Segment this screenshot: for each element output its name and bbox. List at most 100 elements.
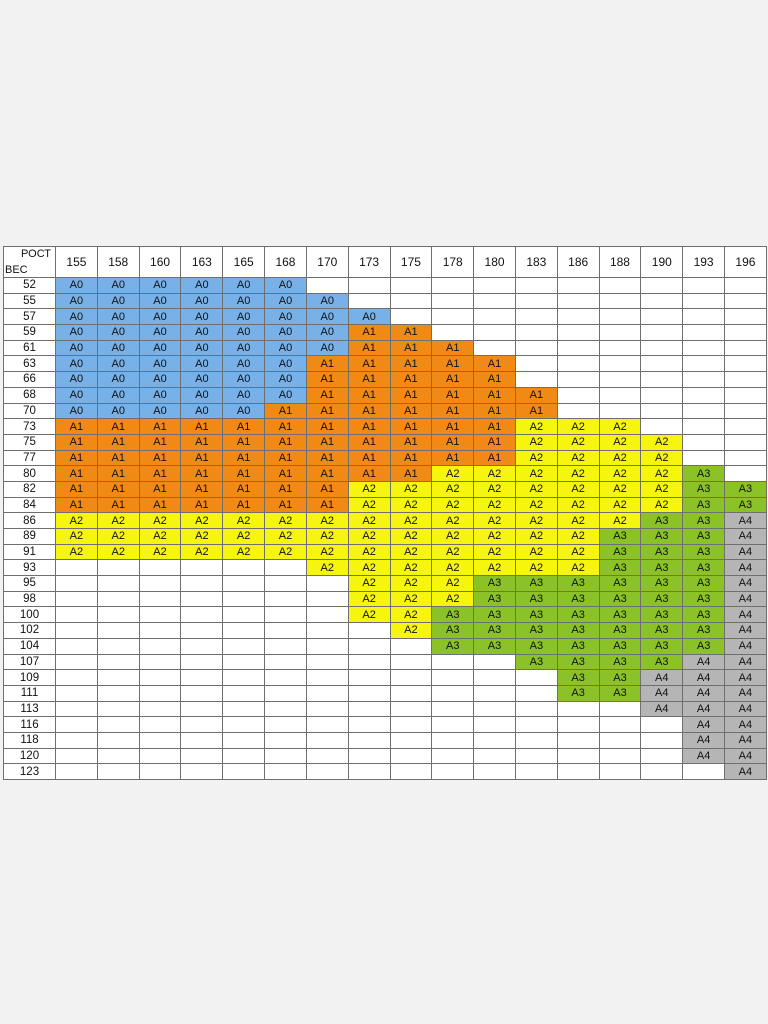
- size-cell: [598, 355, 642, 373]
- size-cell: [264, 606, 307, 624]
- table-row: 75 A1 A1 A1 A1 A1 A1 A1 A1 A1 A1 A1 A2 A2 A2 A2: [3, 433, 767, 451]
- size-cell: A1: [55, 496, 98, 514]
- size-cell: A1: [389, 339, 433, 357]
- table-row: 84 A1 A1 A1 A1 A1 A1 A1 A2 A2 A2 A2 A2 A2 A2 A2 A3 A3: [3, 496, 767, 514]
- size-cell: [138, 622, 182, 639]
- size-cell: A1: [55, 418, 98, 435]
- size-cell: A2: [514, 496, 558, 514]
- size-cell: A3: [598, 559, 642, 577]
- size-cell: [389, 669, 433, 686]
- size-cell: A1: [138, 449, 182, 467]
- size-cell: A3: [724, 480, 767, 498]
- size-cell: [180, 669, 224, 686]
- size-cell: [598, 747, 642, 765]
- table-body: 52 A0 A0 A0 A0 A0 A0 55 A0 A0 A0 A0 A0 A0 A0 57 A0 A0 A0 A0…: [3, 277, 767, 780]
- size-cell: A1: [473, 402, 516, 420]
- size-cell: [556, 747, 600, 765]
- size-cell: A1: [431, 386, 475, 404]
- size-cell: [347, 747, 391, 765]
- size-cell: A4: [724, 637, 767, 655]
- size-cell: A2: [473, 480, 516, 498]
- size-cell: A0: [222, 386, 266, 404]
- weight-cell: 75: [3, 433, 56, 451]
- height-header-cell: 180: [473, 246, 516, 278]
- size-cell: [640, 355, 684, 373]
- size-cell: [598, 716, 642, 733]
- size-cell: [305, 622, 349, 639]
- size-cell: [264, 716, 307, 733]
- size-cell: A1: [222, 496, 266, 514]
- size-cell: A2: [389, 543, 433, 561]
- size-cell: [556, 308, 600, 326]
- size-cell: A4: [640, 669, 684, 686]
- corner-cell: РОСТ ВЕС: [3, 246, 56, 278]
- size-cell: A2: [222, 512, 266, 529]
- size-cell: [514, 292, 558, 310]
- size-cell: A3: [514, 622, 558, 639]
- size-cell: [55, 747, 98, 765]
- size-cell: [431, 669, 475, 686]
- size-cell: A1: [389, 402, 433, 420]
- size-cell: [724, 277, 767, 294]
- size-cell: A1: [431, 402, 475, 420]
- size-cell: [514, 747, 558, 765]
- size-cell: [682, 402, 725, 420]
- size-cell: A3: [682, 543, 725, 561]
- size-cell: [473, 339, 516, 357]
- table-row: 91 A2 A2 A2 A2 A2 A2 A2 A2 A2 A2 A2 A2 A2 A3 A3 A3 A4: [3, 543, 767, 561]
- size-cell: A2: [431, 559, 475, 577]
- size-cell: [138, 637, 182, 655]
- size-cell: A0: [55, 371, 98, 388]
- size-cell: A0: [55, 386, 98, 404]
- size-cell: A2: [514, 543, 558, 561]
- size-cell: A4: [640, 700, 684, 718]
- size-cell: A2: [556, 528, 600, 545]
- size-cell: A1: [96, 449, 140, 467]
- size-cell: A1: [389, 371, 433, 388]
- size-cell: A2: [389, 590, 433, 608]
- size-cell: A1: [55, 433, 98, 451]
- size-cell: A1: [347, 339, 391, 357]
- size-cell: A1: [514, 386, 558, 404]
- size-cell: [96, 575, 140, 592]
- size-cell: A3: [640, 622, 684, 639]
- size-cell: A0: [138, 386, 182, 404]
- size-cell: A3: [556, 590, 600, 608]
- size-cell: A0: [264, 355, 307, 373]
- size-cell: [724, 292, 767, 310]
- size-cell: A1: [138, 418, 182, 435]
- size-cell: A1: [264, 480, 307, 498]
- size-cell: [138, 731, 182, 749]
- size-cell: A2: [347, 575, 391, 592]
- size-cell: A1: [180, 418, 224, 435]
- size-cell: [724, 386, 767, 404]
- size-cell: A3: [431, 622, 475, 639]
- size-cell: A2: [556, 418, 600, 435]
- size-cell: [264, 575, 307, 592]
- size-cell: A0: [305, 324, 349, 341]
- weight-cell: 116: [3, 716, 56, 733]
- size-cell: A2: [138, 512, 182, 529]
- size-cell: [473, 324, 516, 341]
- size-cell: A2: [96, 543, 140, 561]
- size-cell: [556, 700, 600, 718]
- size-cell: A3: [556, 622, 600, 639]
- size-cell: A3: [598, 575, 642, 592]
- size-cell: [55, 622, 98, 639]
- size-cell: A2: [514, 465, 558, 482]
- size-cell: A3: [556, 637, 600, 655]
- size-cell: [305, 700, 349, 718]
- size-cell: A1: [347, 449, 391, 467]
- size-cell: [682, 324, 725, 341]
- size-cell: [138, 716, 182, 733]
- size-cell: [96, 590, 140, 608]
- size-cell: A3: [682, 480, 725, 498]
- size-cell: A2: [598, 449, 642, 467]
- table-row: 100 A2 A2 A3 A3 A3 A3 A3 A3 A3 A4: [3, 606, 767, 624]
- size-cell: A2: [640, 480, 684, 498]
- size-cell: [724, 418, 767, 435]
- size-cell: A1: [180, 449, 224, 467]
- size-cell: A1: [96, 480, 140, 498]
- size-cell: A0: [222, 371, 266, 388]
- size-cell: [640, 371, 684, 388]
